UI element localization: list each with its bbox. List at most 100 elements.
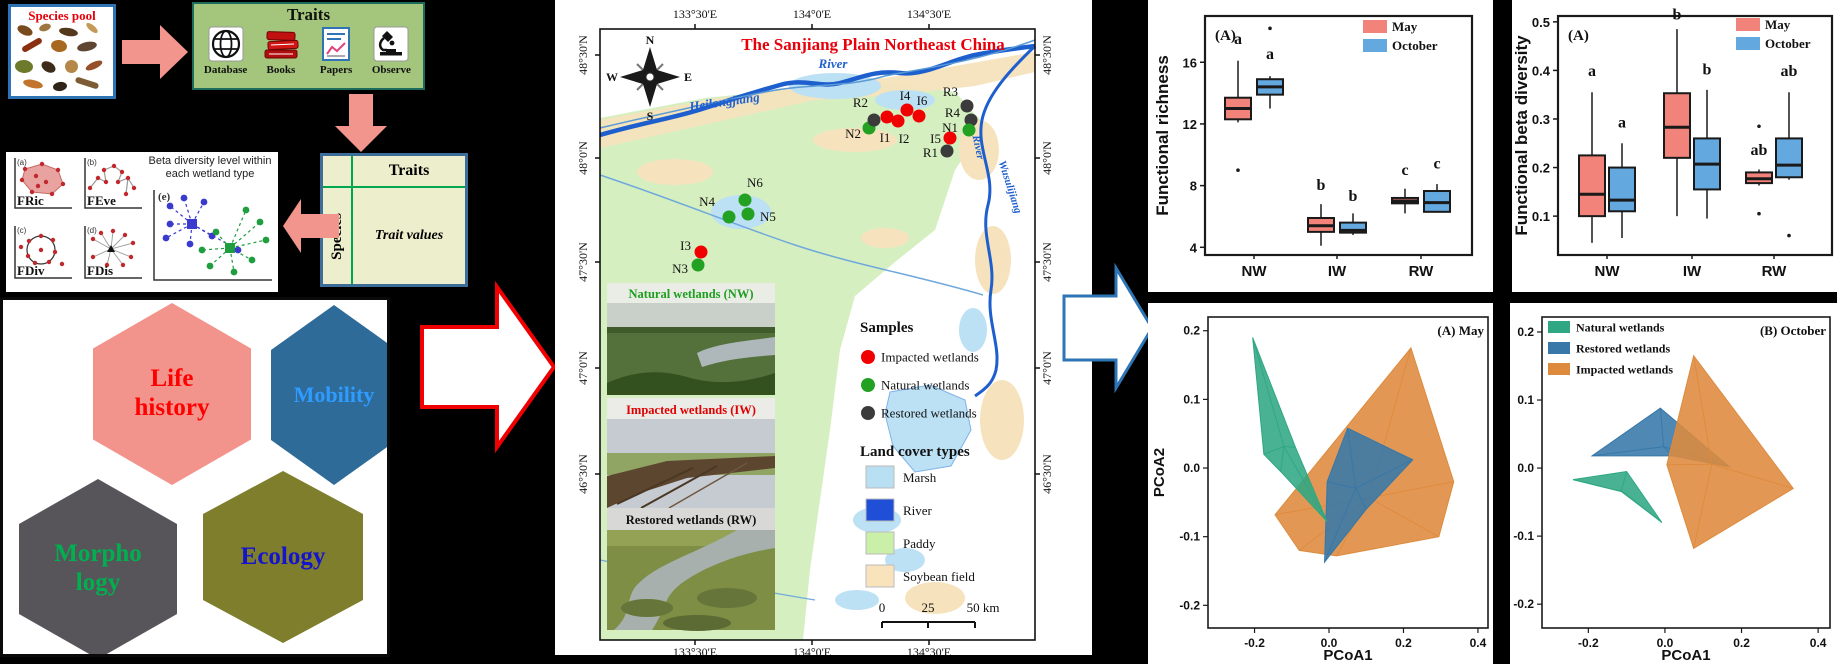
svg-text:R1: R1 bbox=[923, 145, 938, 160]
svg-text:c: c bbox=[1401, 162, 1408, 179]
beta-network-diagram: (e) bbox=[153, 190, 272, 281]
svg-text:(d): (d) bbox=[87, 226, 97, 235]
paper-chart-icon bbox=[322, 27, 351, 61]
svg-text:(A): (A) bbox=[1568, 28, 1589, 44]
svg-text:W: W bbox=[606, 70, 618, 84]
hexagon-ecology: Ecology bbox=[203, 471, 363, 643]
fdis-diagram: (d) FDis bbox=[84, 226, 142, 279]
svg-text:b: b bbox=[1673, 6, 1682, 23]
svg-text:a: a bbox=[1234, 31, 1242, 48]
svg-text:I3: I3 bbox=[680, 238, 691, 253]
svg-text:47°30'N: 47°30'N bbox=[1040, 242, 1054, 282]
svg-text:I2: I2 bbox=[899, 131, 910, 146]
functional-richness-panel: 4 8 12 16 NW IW RW (A) a a b b c c May October Functiona… bbox=[1148, 0, 1493, 292]
svg-text:133°30'E: 133°30'E bbox=[673, 7, 717, 21]
species-pool-panel: Species pool bbox=[8, 4, 116, 99]
svg-text:Natural wetlands: Natural wetlands bbox=[881, 378, 969, 393]
svg-text:R2: R2 bbox=[853, 95, 868, 110]
svg-text:a: a bbox=[1266, 46, 1274, 63]
hexagon-morphology: Morpho logy bbox=[19, 479, 177, 654]
svg-text:Functional beta diversity: Functional beta diversity bbox=[1512, 35, 1531, 236]
svg-text:a: a bbox=[1618, 115, 1626, 132]
svg-text:0.1: 0.1 bbox=[1517, 393, 1534, 407]
svg-text:N6: N6 bbox=[747, 175, 763, 190]
svg-text:8: 8 bbox=[1190, 179, 1197, 194]
svg-text:PCoA2: PCoA2 bbox=[1151, 448, 1168, 497]
svg-text:I1: I1 bbox=[880, 130, 891, 145]
svg-text:0: 0 bbox=[879, 600, 886, 615]
svg-text:134°0'E: 134°0'E bbox=[793, 645, 831, 655]
traits-title: Traits bbox=[286, 5, 331, 24]
svg-text:0.0: 0.0 bbox=[1183, 461, 1200, 475]
svg-text:N1: N1 bbox=[942, 120, 958, 135]
svg-text:Restored wetlands: Restored wetlands bbox=[1576, 342, 1670, 356]
svg-text:134°30'E: 134°30'E bbox=[907, 645, 951, 655]
svg-text:May: May bbox=[1392, 19, 1418, 34]
svg-text:NW: NW bbox=[1242, 263, 1268, 280]
svg-text:47°30'N: 47°30'N bbox=[576, 242, 590, 282]
svg-text:-0.2: -0.2 bbox=[1578, 636, 1599, 650]
svg-text:IW: IW bbox=[1683, 263, 1702, 280]
study-area-map-panel: N E S W The Sanjiang Plain Northeast Chi… bbox=[555, 0, 1092, 659]
svg-text:Soybean field: Soybean field bbox=[903, 569, 975, 584]
svg-text:47°0'N: 47°0'N bbox=[576, 351, 590, 385]
trait-source-label: Database bbox=[203, 64, 248, 76]
svg-text:-0.2: -0.2 bbox=[1179, 598, 1200, 612]
svg-text:N5: N5 bbox=[760, 209, 776, 224]
svg-text:0.2: 0.2 bbox=[1733, 636, 1750, 650]
svg-text:I4: I4 bbox=[900, 88, 911, 103]
table-cell-trait-values: Trait values bbox=[374, 228, 444, 243]
trait-source-books: Books bbox=[255, 26, 307, 76]
samples-legend-title: Samples bbox=[860, 320, 914, 336]
books-icon bbox=[264, 31, 299, 59]
svg-text:b: b bbox=[1349, 188, 1358, 205]
svg-text:50 km: 50 km bbox=[967, 600, 1000, 615]
species-pool-title: Species pool bbox=[28, 8, 96, 23]
flow-arrow-traits-to-map bbox=[420, 280, 557, 454]
flow-arrow-traits-to-table bbox=[335, 94, 387, 152]
trait-source-label: Papers bbox=[319, 64, 353, 76]
feve-diagram: (b) FEve bbox=[84, 158, 142, 209]
trait-source-database: Database bbox=[200, 26, 252, 76]
svg-text:River: River bbox=[903, 503, 933, 518]
svg-text:N3: N3 bbox=[672, 261, 688, 276]
svg-text:134°30'E: 134°30'E bbox=[907, 7, 951, 21]
svg-text:(B) October: (B) October bbox=[1760, 323, 1826, 338]
fric-diagram: (a) FRic bbox=[14, 158, 72, 209]
svg-text:NW: NW bbox=[1595, 263, 1621, 280]
scale-bar: 0 25 50 km bbox=[879, 600, 1000, 628]
map-title: The Sanjiang Plain Northeast China bbox=[741, 35, 1005, 54]
svg-text:N4: N4 bbox=[699, 194, 715, 209]
svg-text:I5: I5 bbox=[930, 131, 941, 146]
svg-text:Impacted wetlands: Impacted wetlands bbox=[1576, 363, 1673, 377]
svg-text:46°30'N: 46°30'N bbox=[1040, 454, 1054, 494]
svg-text:0.5: 0.5 bbox=[1532, 15, 1550, 30]
svg-text:134°0'E: 134°0'E bbox=[793, 7, 831, 21]
compass-rose-icon: N E S W bbox=[606, 33, 692, 123]
river-label-right: River bbox=[969, 133, 986, 161]
globe-icon bbox=[208, 26, 244, 62]
svg-text:-0.1: -0.1 bbox=[1179, 530, 1200, 544]
svg-text:4: 4 bbox=[1190, 240, 1198, 255]
svg-text:-0.2: -0.2 bbox=[1513, 597, 1534, 611]
river-label-top: River bbox=[818, 56, 849, 71]
beta-diversity-panel: (a) FRic (b) FEve (c) bbox=[6, 152, 278, 292]
svg-text:Functional richness: Functional richness bbox=[1153, 55, 1172, 216]
landcover-legend-title: Land cover types bbox=[860, 444, 970, 460]
svg-text:October: October bbox=[1392, 38, 1438, 53]
table-col-header: Traits bbox=[388, 162, 430, 179]
trait-source-label: Books bbox=[266, 64, 296, 76]
svg-text:c: c bbox=[1433, 156, 1440, 173]
svg-text:0.0: 0.0 bbox=[1517, 461, 1534, 475]
svg-text:FRic: FRic bbox=[17, 193, 44, 208]
svg-text:IW: IW bbox=[1328, 263, 1347, 280]
svg-text:-0.1: -0.1 bbox=[1513, 529, 1534, 543]
svg-text:(a): (a) bbox=[17, 158, 27, 167]
svg-text:FEve: FEve bbox=[87, 193, 116, 208]
functional-beta-diversity-panel: 0.1 0.2 0.3 0.4 0.5 NW IW RW (A) a a b b ab ab May Octob… bbox=[1512, 0, 1837, 292]
svg-text:47°0'N: 47°0'N bbox=[1040, 351, 1054, 385]
trait-source-observe: Observe bbox=[365, 26, 417, 76]
fdiv-diagram: (c) FDiv bbox=[14, 226, 72, 279]
svg-text:Marsh: Marsh bbox=[903, 470, 937, 485]
pcoa-may-panel: -0.2 -0.1 0.0 0.1 0.2 -0.2 0.0 0.2 0.4 (A) May PCo… bbox=[1148, 303, 1493, 664]
